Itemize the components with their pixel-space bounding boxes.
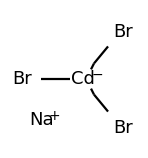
Text: −: − (92, 68, 103, 82)
Text: Br: Br (12, 70, 32, 88)
Text: +: + (49, 109, 61, 123)
Text: Br: Br (113, 23, 133, 41)
Text: Cd: Cd (71, 70, 95, 88)
Text: Br: Br (113, 119, 133, 137)
Text: Na: Na (29, 111, 54, 129)
